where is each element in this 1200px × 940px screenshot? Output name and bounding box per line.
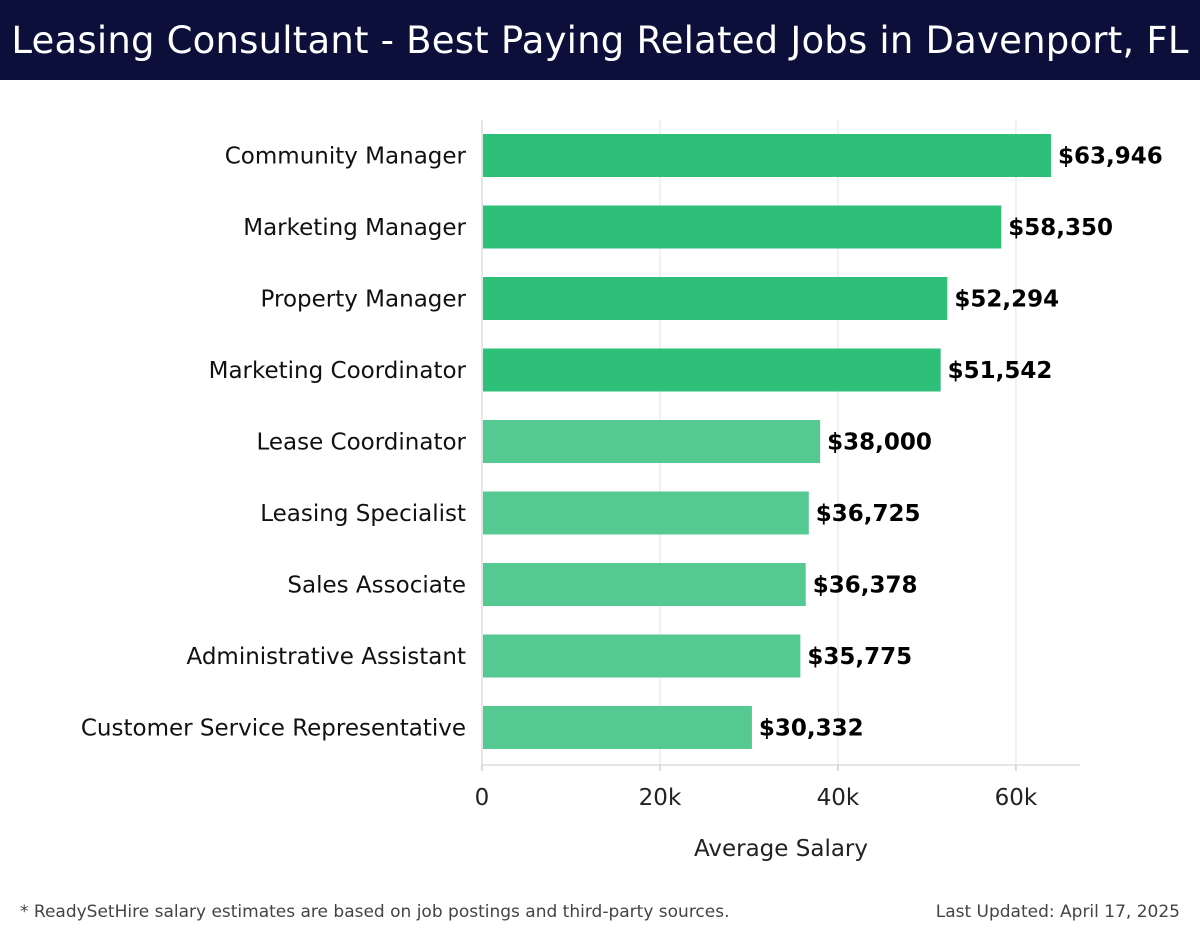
value-label: $52,294 (954, 287, 1059, 313)
category-label: Administrative Assistant (186, 644, 466, 670)
value-label: $51,542 (948, 358, 1053, 384)
value-label: $35,775 (807, 644, 912, 670)
axes (481, 120, 1080, 771)
category-label: Leasing Specialist (260, 501, 466, 527)
x-tick-label: 60k (995, 785, 1038, 811)
x-tick-label: 0 (475, 785, 490, 811)
value-label: $36,378 (813, 573, 918, 599)
bar (483, 563, 806, 606)
page-title: Leasing Consultant - Best Paying Related… (11, 18, 1189, 62)
category-label: Community Manager (225, 144, 467, 170)
bar (483, 348, 941, 392)
bar (483, 634, 801, 678)
category-label: Property Manager (261, 287, 467, 313)
x-axis-title: Average Salary (694, 836, 868, 862)
category-label: Marketing Coordinator (209, 358, 467, 384)
salary-bar-chart: 0 20k 40k 60k Community Manager $63,946 Market… (81, 120, 1163, 862)
bar (483, 706, 752, 749)
category-label: Marketing Manager (243, 215, 466, 241)
category-label: Customer Service Representative (81, 716, 466, 742)
last-updated: Last Updated: April 17, 2025 (935, 902, 1180, 922)
category-label: Lease Coordinator (256, 430, 466, 456)
bar (483, 277, 948, 320)
x-tick-label: 20k (639, 785, 682, 811)
category-label: Sales Associate (287, 573, 466, 599)
bar (483, 134, 1052, 177)
value-label: $38,000 (827, 430, 932, 456)
bar (483, 420, 821, 463)
bar (483, 491, 809, 535)
source-note: * ReadySetHire salary estimates are base… (20, 902, 730, 922)
bar (483, 205, 1002, 249)
value-label: $30,332 (759, 716, 864, 742)
value-label: $58,350 (1008, 215, 1113, 241)
labels: 0 20k 40k 60k Community Manager $63,946 Market… (81, 144, 1163, 812)
bars (483, 134, 1052, 749)
x-tick-label: 40k (817, 785, 860, 811)
title-bar: Leasing Consultant - Best Paying Related… (0, 0, 1200, 80)
value-label: $36,725 (816, 501, 921, 527)
value-label: $63,946 (1058, 144, 1163, 170)
